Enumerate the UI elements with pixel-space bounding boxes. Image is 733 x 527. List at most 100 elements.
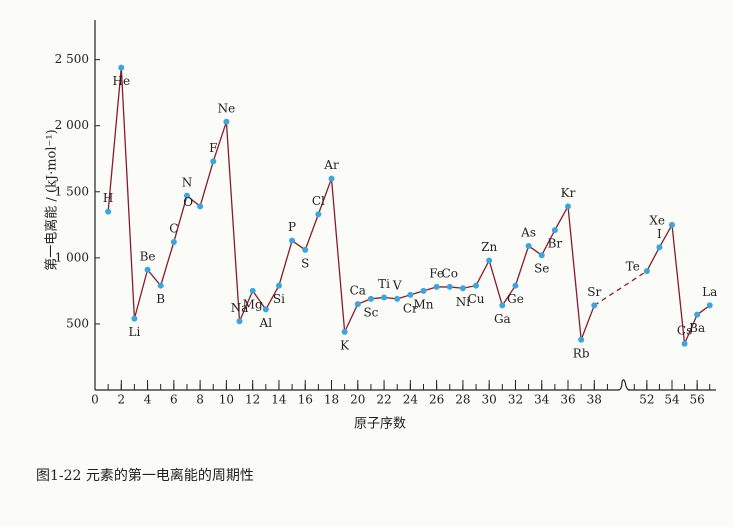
y-axis-label: 第一电离能 / (kJ·mol⁻¹): [44, 129, 60, 270]
x-tick-label: 36: [560, 393, 575, 407]
x-tick-label: 22: [376, 393, 391, 407]
point-label: Ba: [689, 321, 705, 335]
x-tick-label: 32: [508, 393, 523, 407]
point-label: C: [169, 222, 178, 236]
data-point: [459, 285, 466, 292]
point-label: Te: [626, 260, 640, 274]
x-tick-label: 24: [403, 393, 419, 407]
data-point: [394, 295, 401, 302]
data-point: [315, 211, 322, 218]
data-point: [420, 287, 427, 294]
x-tick-label: 0: [91, 393, 99, 407]
data-point: [643, 268, 650, 275]
data-point: [565, 203, 572, 210]
point-label: Mn: [413, 297, 433, 311]
point-label: Kr: [561, 186, 576, 200]
data-point: [433, 283, 440, 290]
x-tick-label: 6: [170, 393, 178, 407]
point-label: Br: [548, 237, 563, 251]
point-label: Se: [534, 262, 549, 276]
point-label: Cu: [468, 292, 485, 306]
data-point: [669, 221, 675, 228]
point-label: I: [657, 227, 662, 241]
point-label: Cr: [403, 301, 418, 315]
point-label: Ni: [456, 295, 471, 309]
data-point: [538, 252, 545, 259]
x-tick-label: 52: [639, 393, 654, 407]
data-point: [105, 208, 112, 215]
point-label: Mg: [243, 297, 263, 311]
data-point: [341, 328, 348, 335]
point-label: Li: [129, 325, 141, 339]
data-point: [367, 295, 374, 302]
point-label: V: [392, 278, 402, 292]
y-tick-label: 1 500: [55, 184, 89, 198]
x-tick-label: 2: [117, 393, 125, 407]
x-tick-label: 8: [196, 393, 204, 407]
x-tick-label: 14: [271, 393, 287, 407]
point-label: Co: [442, 266, 458, 280]
point-label: O: [183, 195, 193, 209]
data-point: [354, 301, 361, 308]
point-label: F: [209, 141, 217, 155]
point-label: Sc: [363, 305, 378, 319]
point-label: Ge: [507, 292, 524, 306]
point-label: Ar: [323, 158, 339, 172]
x-tick-label: 38: [587, 393, 602, 407]
x-tick-label: 30: [482, 393, 497, 407]
point-label: Ne: [218, 101, 236, 115]
data-point: [407, 291, 414, 298]
data-point: [512, 282, 519, 289]
point-label: He: [112, 74, 130, 88]
point-label: N: [182, 175, 193, 189]
data-point: [499, 302, 506, 309]
data-point: [591, 302, 598, 309]
data-point: [118, 64, 125, 71]
x-tick-label: 4: [144, 393, 152, 407]
data-point: [131, 315, 138, 322]
x-tick-label: 20: [350, 393, 365, 407]
data-point: [262, 306, 269, 313]
data-point: [210, 158, 217, 165]
axis-break: [617, 379, 631, 391]
point-label: Ga: [494, 312, 511, 326]
data-point: [446, 283, 453, 290]
point-label: S: [301, 256, 309, 270]
point-label: Al: [259, 316, 273, 330]
data-point: [275, 282, 282, 289]
data-point: [694, 311, 701, 318]
data-point: [381, 294, 388, 301]
point-label: Rb: [573, 346, 590, 360]
data-point: [486, 257, 493, 264]
point-label: Cs: [677, 323, 692, 337]
data-point: [170, 239, 177, 245]
point-label: P: [288, 220, 296, 234]
data-point: [681, 340, 688, 347]
y-tick-label: 1 000: [55, 250, 89, 264]
data-point: [525, 242, 532, 249]
data-point: [183, 192, 190, 199]
x-tick-label: 54: [664, 393, 680, 407]
x-tick-label: 10: [219, 393, 234, 407]
data-point: [656, 244, 663, 251]
x-tick-label: 12: [245, 393, 260, 407]
point-label: Zn: [481, 240, 497, 254]
point-label: Cl: [312, 194, 325, 208]
x-tick-label: 18: [324, 393, 339, 407]
point-label: K: [340, 338, 350, 352]
data-point: [706, 302, 713, 309]
point-label: Sr: [587, 285, 601, 299]
data-point: [223, 118, 230, 125]
point-label: Ca: [350, 284, 366, 298]
gap-connector: [593, 270, 648, 306]
point-label: Na: [231, 301, 249, 315]
point-label: Fe: [429, 266, 444, 280]
point-label: As: [520, 225, 536, 239]
x-axis-label: 原子序数: [354, 417, 406, 432]
data-point: [197, 203, 204, 210]
point-label: Xe: [649, 213, 665, 227]
point-label: B: [156, 292, 165, 306]
data-point: [473, 282, 480, 289]
data-point: [157, 282, 164, 289]
data-point: [302, 246, 309, 253]
